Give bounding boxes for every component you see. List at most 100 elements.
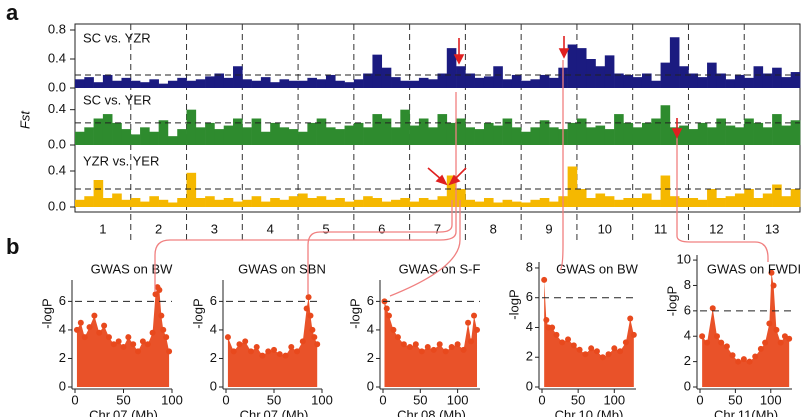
- y-tick-label: 0: [367, 378, 374, 393]
- snp-point: [723, 343, 730, 350]
- y-tick-label: 2: [367, 350, 374, 365]
- fst-bar: [595, 66, 606, 88]
- snp-point: [91, 312, 98, 319]
- x-tick-label: 13: [765, 221, 779, 236]
- snp-point: [144, 341, 151, 348]
- fst-bar: [753, 122, 764, 145]
- snp-point: [627, 315, 634, 322]
- snp-point: [588, 345, 595, 352]
- fst-bar: [734, 127, 745, 145]
- fst-bar: [446, 122, 457, 145]
- y-axis-label: -logP: [664, 286, 679, 316]
- fst-bar: [307, 122, 317, 145]
- snp-point: [288, 344, 295, 351]
- fst-bar: [75, 199, 85, 207]
- snp-point: [713, 333, 720, 340]
- fst-bar: [753, 198, 764, 207]
- fst-bar: [112, 80, 122, 88]
- fst-bar: [260, 131, 271, 145]
- x-tick-label: 100: [603, 392, 625, 407]
- snp-point: [253, 344, 260, 351]
- snp-point: [314, 341, 321, 348]
- fst-bar: [651, 80, 661, 88]
- fst-bar: [641, 73, 652, 88]
- fst-bar: [158, 199, 169, 207]
- snp-point: [394, 334, 401, 341]
- fst-bar: [363, 73, 373, 88]
- arrow-head: [448, 174, 461, 186]
- fst-bar: [186, 109, 197, 145]
- fst-bar: [772, 67, 782, 88]
- fst-bar: [567, 44, 578, 88]
- fst-bar: [669, 196, 680, 207]
- snp-point: [729, 352, 736, 359]
- fst-bar: [539, 120, 550, 145]
- fst-bar: [641, 193, 652, 207]
- signal-area: [227, 297, 318, 387]
- fst-bar: [316, 196, 327, 207]
- y-axis-label: -logP: [39, 298, 54, 328]
- snp-point: [786, 335, 793, 342]
- fst-bar: [214, 199, 225, 207]
- snp-point: [430, 346, 437, 353]
- snp-point: [163, 334, 170, 341]
- snp-point: [768, 269, 775, 276]
- fst-bar: [400, 109, 410, 145]
- snp-point: [152, 291, 159, 298]
- fst-bar: [660, 175, 671, 207]
- fst-bar: [121, 77, 132, 88]
- track-title: SC vs. YZR: [83, 30, 151, 45]
- x-tick-label: 50: [728, 392, 742, 407]
- arrow-head: [558, 48, 570, 59]
- fst-bar: [130, 198, 141, 207]
- snp-point: [559, 339, 566, 346]
- fst-bar: [521, 80, 531, 88]
- snp-point: [448, 344, 455, 351]
- fst-bar: [149, 131, 159, 145]
- fst-bar: [316, 118, 327, 145]
- fst-bar: [409, 80, 420, 88]
- fst-bar: [781, 125, 792, 145]
- x-tick-label: 9: [545, 221, 552, 236]
- fst-bar: [363, 127, 373, 145]
- fst-bar: [604, 129, 615, 145]
- snp-point: [454, 341, 461, 348]
- fst-bar: [195, 79, 206, 88]
- fst-bar: [734, 74, 745, 88]
- fst-bar: [679, 125, 689, 145]
- fst-bar: [214, 129, 225, 145]
- fst-bar: [270, 122, 280, 145]
- snp-point: [385, 312, 392, 319]
- snp-point: [752, 353, 759, 360]
- y-tick-label: 0.0: [48, 136, 66, 151]
- y-tick-label: 8: [684, 277, 691, 292]
- x-tick-label: 100: [311, 392, 333, 407]
- fst-bar: [781, 77, 792, 88]
- fst-bar: [511, 127, 522, 145]
- fst-bar: [660, 105, 671, 145]
- fst-bar: [93, 82, 104, 88]
- fst-bar: [465, 127, 475, 145]
- fst-bar: [623, 74, 633, 88]
- fst-bar: [102, 198, 113, 207]
- fst-bar: [251, 118, 262, 145]
- fst-bar: [372, 198, 383, 207]
- snp-point: [160, 326, 167, 333]
- fst-bar: [428, 79, 438, 88]
- fst-bar: [567, 166, 578, 207]
- fst-bar: [707, 189, 717, 207]
- fst-bar: [335, 198, 345, 207]
- y-axis-label: -logP: [190, 298, 205, 328]
- x-tick-label: 0: [71, 392, 78, 407]
- fst-bar: [493, 66, 503, 88]
- snp-point: [309, 326, 316, 333]
- fst-bar: [223, 125, 234, 145]
- fst-bar: [725, 79, 736, 88]
- y-tick-label: 2: [59, 350, 66, 365]
- fst-bar: [539, 198, 550, 207]
- fst-bar: [576, 189, 587, 207]
- fst-bar: [344, 82, 355, 88]
- y-tick-label: 0.4: [48, 162, 66, 177]
- fst-bar: [744, 77, 754, 88]
- fst-bar: [790, 189, 801, 207]
